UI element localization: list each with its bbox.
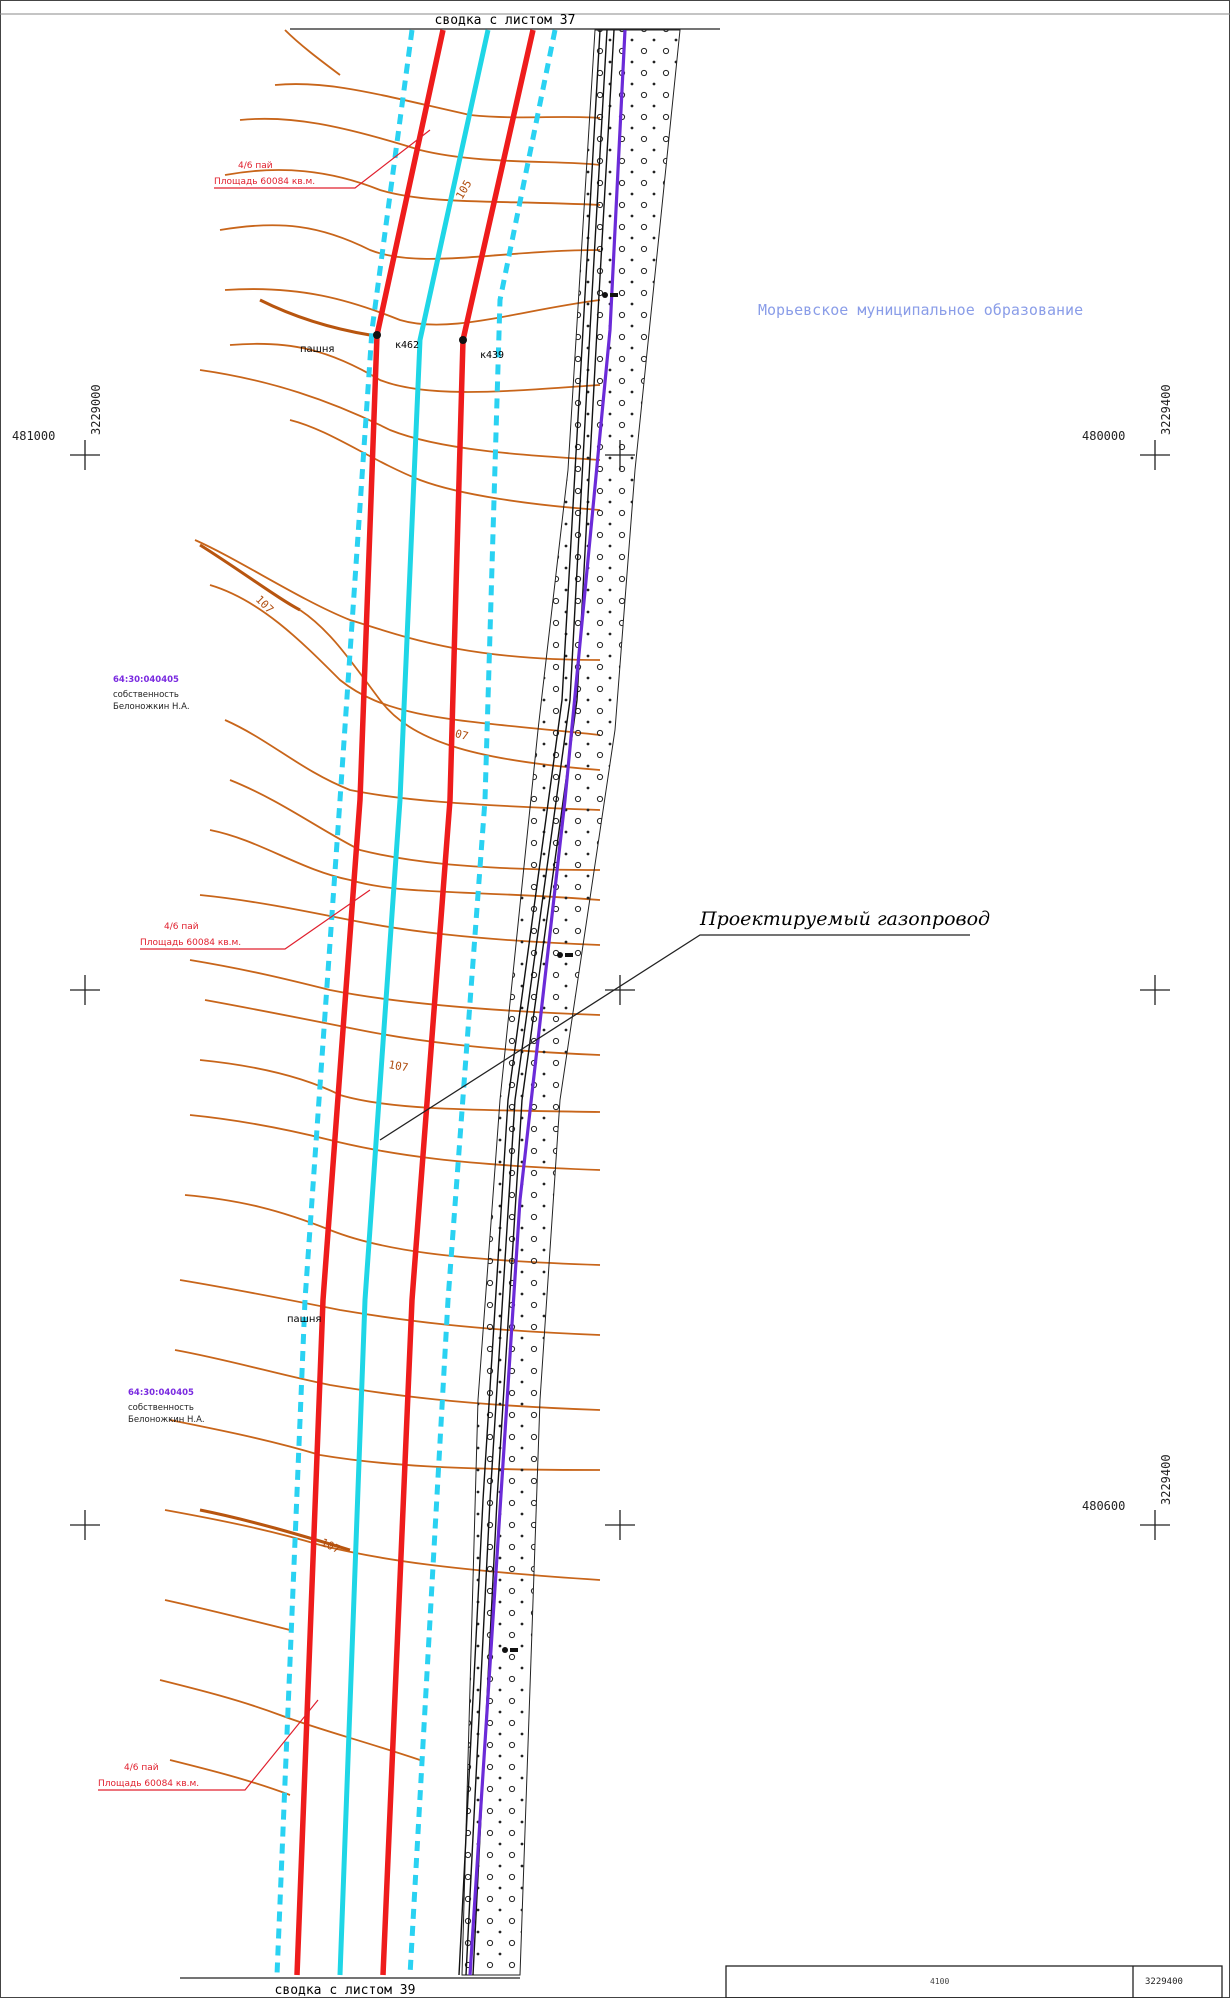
parcel-labels: 4/6 пай Площадь 60084 кв.м. 4/6 пай Площ… [98,161,315,1789]
coord-right-y-top: 3229400 [1159,384,1173,435]
pipeline-leader [379,934,970,1141]
owner-2-cadastral: 64:30:040405 [128,1388,194,1398]
parcel-leaders [98,129,431,1791]
coord-right-x-top: 480000 [1082,429,1125,443]
picket-point-1 [373,331,381,339]
parcel-2-line1: 4/6 пай [164,922,199,932]
owner-1-line2: Белоножкин Н.А. [113,702,190,712]
parcel-3-line2: Площадь 60084 кв.м. [98,1779,199,1789]
owner-labels: 64:30:040405 собственность Белоножкин Н.… [113,675,205,1425]
land-label-field1: пашня [300,344,334,355]
picket-label-1: к462 [395,340,419,351]
owner-2-line1: собственность [128,1403,194,1413]
picket-point-2 [459,336,467,344]
parcel-1-line2: Площадь 60084 кв.м. [214,177,315,187]
grid-crosses [70,440,1170,1540]
pipeline-axis [337,29,491,1976]
coord-right-y-bottom: 3229400 [1159,1454,1173,1505]
coord-left-x-top: 481000 [12,429,55,443]
owner-1-cadastral: 64:30:040405 [113,675,179,685]
contour-label-5: 107 [319,1536,343,1556]
title-block-cell1: 4100 [930,1977,949,1986]
owner-1-line1: собственность [113,690,179,700]
parcel-1-line1: 4/6 пай [238,161,273,171]
coordinate-labels: 481000 3229000 480000 3229400 480600 322… [12,384,1173,1513]
pipelines [294,29,536,1976]
road-markers [502,292,618,1653]
contour-label-4: 107 [387,1058,409,1074]
coord-right-x-bottom: 480600 [1082,1499,1125,1513]
title-block-cell2: 3229400 [1145,1977,1183,1987]
land-label-field2: пашня [287,1314,321,1325]
contour-lines [159,29,601,1796]
pipeline-label: Проектируемый газопровод [699,908,990,930]
title-block [725,1965,1223,1998]
municipality-label: Морьевское муниципальное образование [758,301,1083,319]
owner-2-line2: Белоножкин Н.А. [128,1415,205,1425]
road-edges [458,29,615,1976]
buffer-zone [274,29,558,1976]
match-label-bottom: сводка с листом 39 [275,1983,416,1998]
coord-left-y-top: 3229000 [89,384,103,435]
match-label-top: сводка с листом 37 [435,13,576,28]
road-embankment [461,29,681,1976]
parcel-2-line2: Площадь 60084 кв.м. [140,938,241,948]
parcel-3-line1: 4/6 пай [124,1763,159,1773]
road-axis [468,29,627,1976]
picket-label-2: к439 [480,350,504,361]
index-contours [199,298,371,1552]
contour-label-2: 107 [253,593,276,616]
